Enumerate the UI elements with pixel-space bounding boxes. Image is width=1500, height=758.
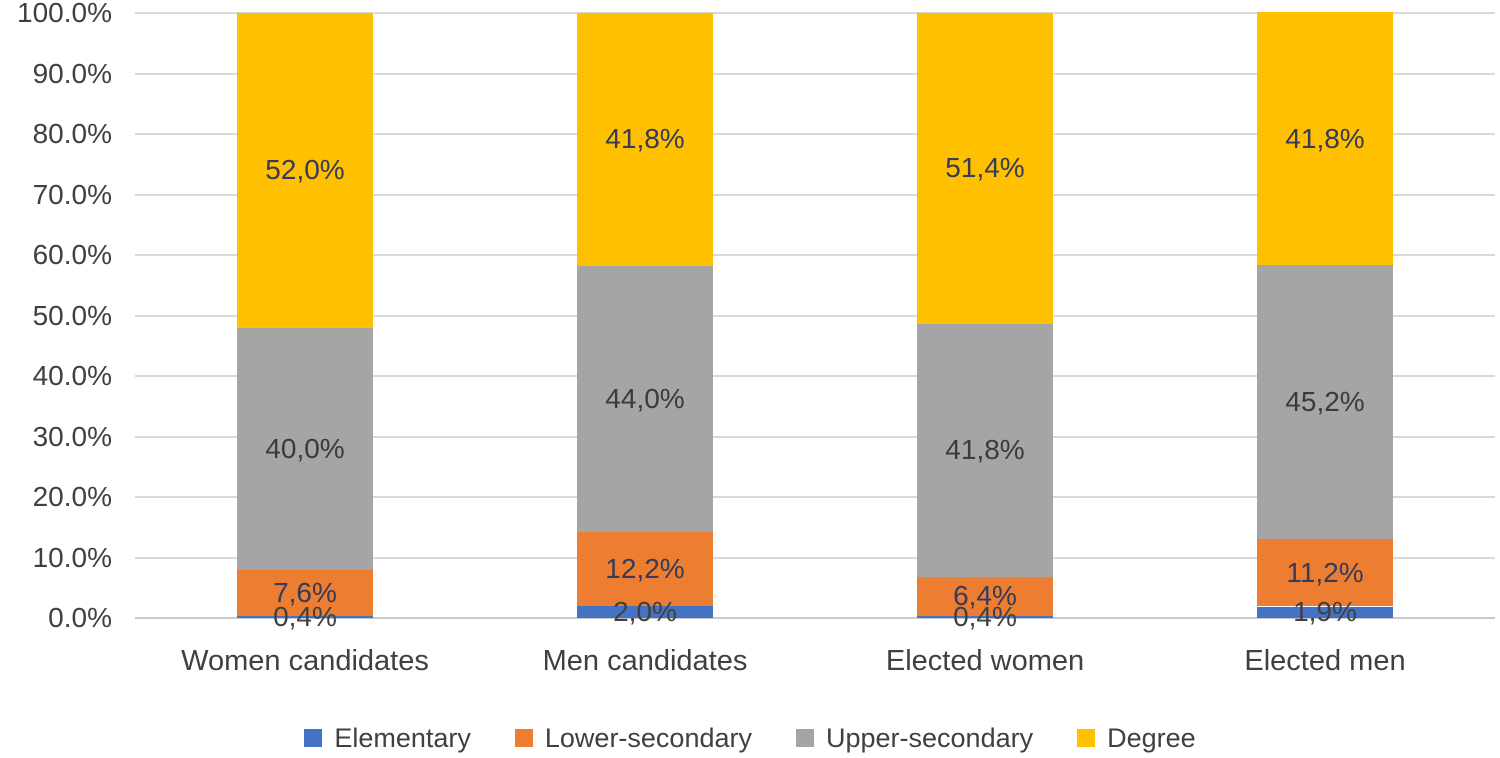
y-axis-tick-label: 10.0%: [32, 541, 112, 573]
data-label-degree-elected-men: 41,8%: [1285, 122, 1365, 154]
data-label-elementary-elected-men: 1,9%: [1293, 596, 1357, 628]
y-axis-tick-label: 90.0%: [32, 57, 112, 89]
data-label-upper-secondary-women-candidates: 40,0%: [265, 432, 345, 464]
bar-segment-elementary-men-candidates: [577, 605, 713, 618]
bar-segment-elementary-women-candidates: [237, 615, 373, 618]
bar-segment-lower-secondary-elected-women: [917, 576, 1053, 616]
data-label-degree-women-candidates: 52,0%: [265, 154, 345, 186]
legend-item-elementary: Elementary: [304, 723, 471, 753]
bar-segment-degree-elected-women: [917, 13, 1053, 324]
y-axis-tick-label: 20.0%: [32, 481, 112, 512]
gridline: [135, 375, 1495, 377]
legend-marker-degree: [1077, 729, 1096, 747]
bar-segment-upper-secondary-women-candidates: [237, 327, 373, 570]
data-label-upper-secondary-elected-women: 41,8%: [945, 434, 1025, 466]
chart-legend: Elementary Lower-secondary Upper-secondary…: [0, 716, 1500, 758]
legend-label-elementary: Elementary: [334, 723, 471, 753]
legend-marker-elementary: [304, 729, 323, 747]
x-category-label-elected-men: Elected men: [1244, 645, 1406, 677]
bar-segment-upper-secondary-elected-men: [1257, 265, 1393, 539]
gridline: [135, 133, 1495, 135]
gridline: [135, 254, 1495, 256]
y-axis-tick-label: 80.0%: [32, 118, 112, 149]
data-label-lower-secondary-elected-women: 6,4%: [953, 580, 1017, 612]
data-label-elementary-elected-women: 0,4%: [953, 600, 1017, 632]
data-label-degree-men-candidates: 41,8%: [605, 123, 685, 155]
legend-item-upper-secondary: Upper-secondary: [796, 723, 1033, 753]
bar-segment-lower-secondary-elected-men: [1257, 538, 1393, 607]
gridline: [135, 435, 1495, 438]
gridline: [135, 314, 1495, 317]
x-category-label-men-candidates: Men candidates: [542, 645, 748, 677]
data-label-elementary-women-candidates: 0,4%: [273, 600, 337, 632]
data-label-lower-secondary-men-candidates: 12,2%: [605, 552, 685, 584]
legend-item-degree: Degree: [1077, 723, 1196, 753]
gridline: [135, 496, 1495, 498]
bar-segment-degree-elected-men: [1257, 12, 1393, 266]
data-label-upper-secondary-men-candidates: 44,0%: [605, 382, 685, 414]
y-axis-tick-label: 40.0%: [32, 360, 112, 391]
bar-segment-upper-secondary-men-candidates: [577, 265, 713, 533]
y-axis-tick-label: 60.0%: [32, 239, 112, 270]
gridline: [135, 556, 1495, 559]
data-label-lower-secondary-women-candidates: 7,6%: [273, 576, 337, 608]
bar-segment-elementary-elected-men: [1257, 606, 1393, 618]
data-label-upper-secondary-elected-men: 45,2%: [1285, 386, 1365, 417]
legend-item-lower-secondary: Lower-secondary: [514, 723, 752, 753]
bar-segment-degree-women-candidates: [237, 13, 373, 328]
x-category-label-women-candidates: Women candidates: [181, 645, 429, 677]
legend-label-degree: Degree: [1107, 723, 1196, 753]
legend-marker-lower-secondary: [514, 729, 533, 747]
legend-label-upper-secondary: Upper-secondary: [826, 723, 1034, 753]
y-axis-tick-label: 30.0%: [32, 420, 112, 452]
x-axis-line: [135, 617, 1495, 619]
y-axis-tick-label: 50.0%: [32, 299, 112, 331]
bar-segment-lower-secondary-men-candidates: [577, 532, 713, 606]
legend-marker-upper-secondary: [796, 729, 814, 747]
data-label-elementary-men-candidates: 2,0%: [613, 595, 677, 627]
bar-segment-upper-secondary-elected-women: [917, 323, 1053, 577]
legend-label-lower-secondary: Lower-secondary: [544, 723, 752, 753]
gridline: [135, 193, 1495, 196]
bar-segment-lower-secondary-women-candidates: [237, 569, 373, 616]
gridline: [135, 72, 1495, 75]
x-category-label-elected-women: Elected women: [885, 645, 1085, 677]
y-axis-tick-label: 70.0%: [32, 178, 112, 210]
data-label-lower-secondary-elected-men: 11,2%: [1286, 556, 1364, 588]
y-axis-tick-label: 100.0%: [17, 0, 112, 28]
bar-segment-elementary-elected-women: [917, 615, 1053, 618]
bar-segment-degree-men-candidates: [577, 13, 713, 266]
y-axis-tick-label: 0.0%: [48, 602, 112, 633]
gridline: [135, 12, 1495, 14]
data-label-degree-elected-women: 51,4%: [945, 152, 1025, 184]
